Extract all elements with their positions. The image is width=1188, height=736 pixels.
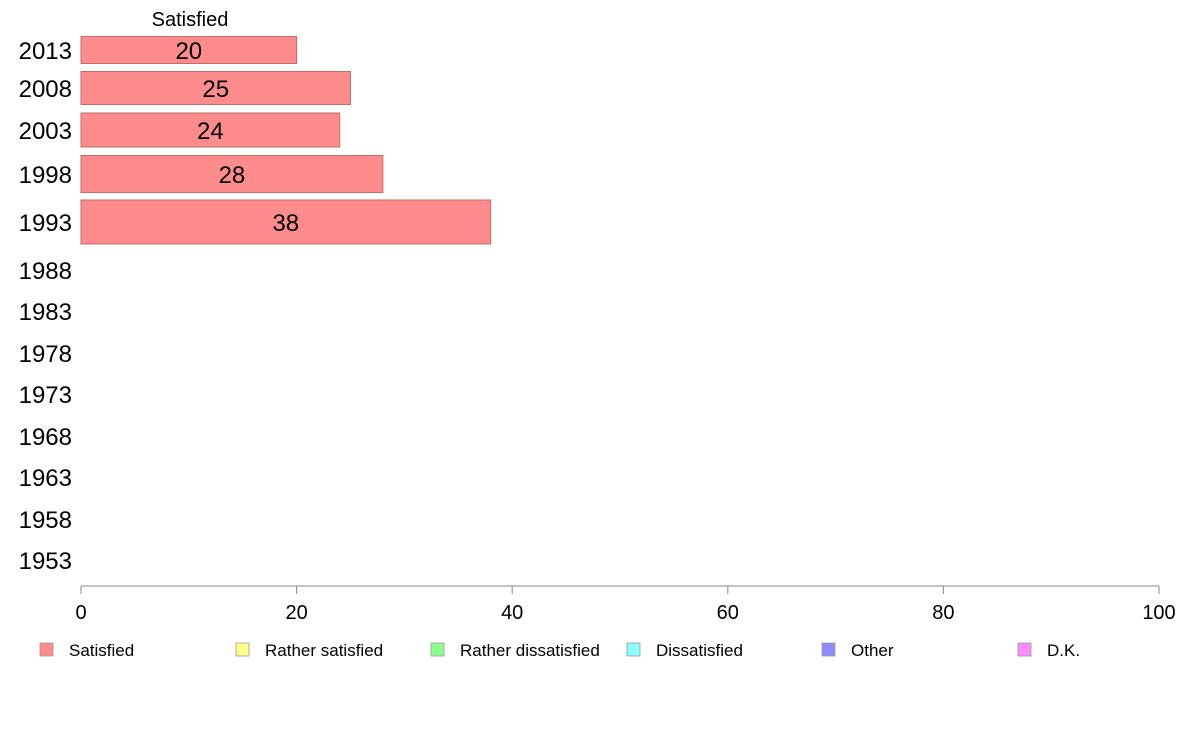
- legend-label-dissatisfied: Dissatisfied: [656, 641, 743, 660]
- y-tick-label-2013: 2013: [19, 38, 72, 65]
- y-tick-label-2008: 2008: [19, 76, 72, 103]
- bar-satisfied-2013: [80, 36, 298, 64]
- x-tick-label-60: 60: [717, 602, 739, 624]
- y-tick-label-1988: 1988: [19, 258, 72, 285]
- y-tick-label-1963: 1963: [19, 465, 72, 492]
- legend-label-other: Other: [851, 641, 894, 660]
- bar-satisfied-2003: [80, 112, 341, 148]
- y-tick-label-1973: 1973: [19, 382, 72, 409]
- legend-swatch-other: [821, 642, 836, 657]
- data-label-2013: 20: [175, 38, 202, 65]
- legend-swatch-dissatisfied: [626, 642, 641, 657]
- data-label-2003: 24: [197, 118, 224, 145]
- data-label-2008: 25: [202, 76, 229, 103]
- y-tick-label-2003: 2003: [19, 118, 72, 145]
- bar-satisfied-1993: [80, 199, 492, 245]
- y-tick-label-1953: 1953: [19, 548, 72, 575]
- legend-swatch-d-k-: [1017, 642, 1032, 657]
- legend: Satisfied Rather satisfied Rather dissatis…: [39, 641, 1080, 660]
- legend-label-rather-dissatisfied: Rather dissatisfied: [460, 641, 600, 660]
- y-tick-label-1998: 1998: [19, 162, 72, 189]
- series-header: Satisfied: [152, 9, 229, 31]
- y-tick-label-1983: 1983: [19, 299, 72, 326]
- x-tick-label-20: 20: [285, 602, 307, 624]
- legend-swatch-satisfied: [39, 642, 54, 657]
- bar-satisfied-1998: [80, 155, 384, 193]
- series-column-header: Satisfied: [152, 9, 229, 31]
- x-axis: 0 20 40 60 80 100: [75, 585, 1176, 624]
- legend-label-d-k-: D.K.: [1047, 641, 1080, 660]
- data-label-1993: 38: [272, 210, 299, 237]
- x-tick-label-100: 100: [1142, 602, 1175, 624]
- legend-swatch-rather-dissatisfied: [430, 642, 445, 657]
- data-label-1998: 28: [219, 162, 246, 189]
- legend-label-rather-satisfied: Rather satisfied: [265, 641, 383, 660]
- y-tick-label-1958: 1958: [19, 507, 72, 534]
- x-tick-label-40: 40: [501, 602, 523, 624]
- legend-swatch-rather-satisfied: [235, 642, 250, 657]
- bar-satisfied-2008: [80, 71, 351, 105]
- x-tick-label-0: 0: [75, 602, 86, 624]
- x-tick-label-80: 80: [932, 602, 954, 624]
- y-tick-label-1993: 1993: [19, 210, 72, 237]
- y-tick-label-1968: 1968: [19, 424, 72, 451]
- legend-label-satisfied: Satisfied: [69, 641, 134, 660]
- chart-rows: 2013 20 2008 25 2003 24 1998 28 1993 38 1988 1983 19…: [19, 36, 492, 575]
- y-tick-label-1978: 1978: [19, 341, 72, 368]
